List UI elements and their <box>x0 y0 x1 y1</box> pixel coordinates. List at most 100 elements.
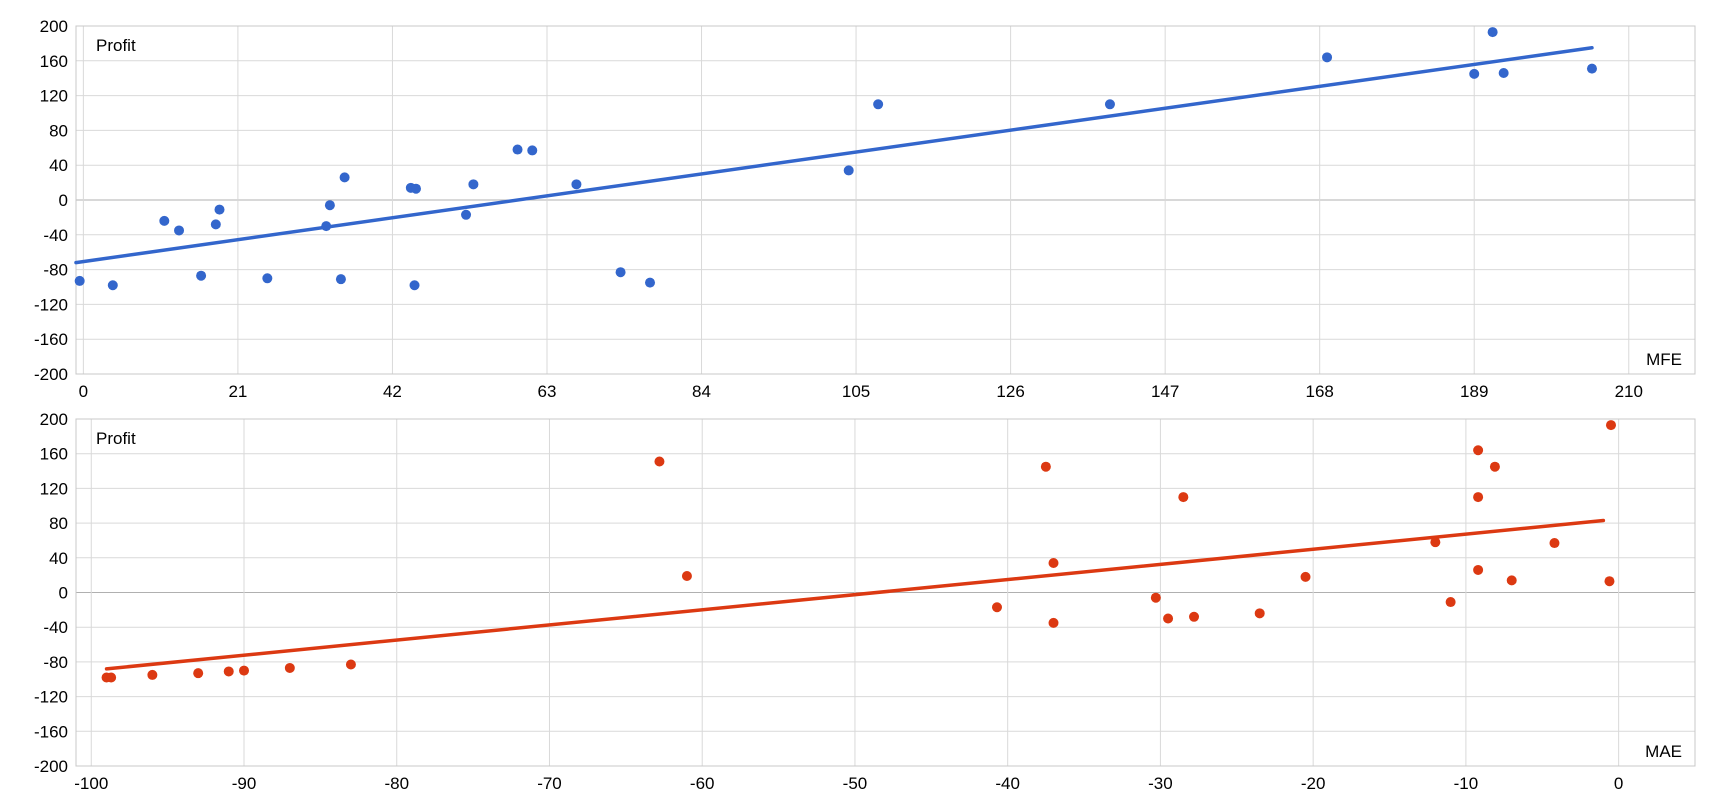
chart2-data-point <box>284 662 295 673</box>
chart2-y-tick-label: 80 <box>49 514 68 533</box>
chart1-x-tick-label: 147 <box>1151 382 1179 401</box>
chart2-data-point <box>1430 537 1441 548</box>
chart1-data-point <box>210 219 221 230</box>
chart2-data-point <box>681 571 692 582</box>
chart1-y-tick-label: 200 <box>40 17 68 36</box>
chart2-data-point <box>1048 617 1059 628</box>
chart1-data-point <box>571 179 582 190</box>
chart1-y-tick-label: 80 <box>49 121 68 140</box>
chart2-data-point <box>1605 420 1616 431</box>
chart1-x-tick-label: 168 <box>1305 382 1333 401</box>
chart2-data-point <box>147 669 158 680</box>
chart2-x-axis-title: MAE <box>1645 742 1682 761</box>
chart2-y-tick-label: 200 <box>40 410 68 429</box>
chart2-y-tick-label: -200 <box>34 757 68 776</box>
chart1-data-point <box>159 215 170 226</box>
chart2-data-point <box>654 456 665 467</box>
chart1-x-tick-label: 0 <box>79 382 88 401</box>
chart1-trendline <box>74 46 1594 265</box>
chart1-x-tick-label: 126 <box>996 382 1024 401</box>
chart1-data-point <box>174 225 185 236</box>
chart1-y-tick-label: 160 <box>40 52 68 71</box>
chart2-data-point <box>1048 558 1059 569</box>
chart2-y-tick-label: -40 <box>43 618 68 637</box>
chart2-x-tick-label: -20 <box>1301 774 1326 793</box>
chart1-data-point <box>527 145 538 156</box>
chart1-x-tick-label: 105 <box>842 382 870 401</box>
chart2-x-tick-label: -70 <box>537 774 562 793</box>
chart1-data-point <box>324 200 335 211</box>
chart2-data-point <box>1473 492 1484 503</box>
chart2-data-point <box>1604 576 1615 587</box>
chart1-y-tick-label: -80 <box>43 261 68 280</box>
chart1-data-point <box>1104 99 1115 110</box>
chart2-data-point <box>1300 571 1311 582</box>
chart1-y-tick-label: 40 <box>49 156 68 175</box>
chart2-data-point <box>239 665 250 676</box>
chart1-data-point <box>615 267 626 278</box>
chart1-x-tick-label: 189 <box>1460 382 1488 401</box>
chart2-x-tick-label: -60 <box>690 774 715 793</box>
chart1-data-point <box>461 209 472 220</box>
chart2-data-point <box>1163 613 1174 624</box>
chart2-y-tick-label: 40 <box>49 549 68 568</box>
chart2-y-tick-label: 0 <box>59 584 68 603</box>
chart2-y-axis-title: Profit <box>96 429 136 448</box>
chart1-x-tick-label: 42 <box>383 382 402 401</box>
chart1-data-point <box>1322 52 1333 63</box>
chart1-data-point <box>512 144 523 155</box>
chart2-data-point <box>1549 538 1560 549</box>
chart2-y-tick-label: 160 <box>40 445 68 464</box>
chart2-y-tick-label: 120 <box>40 479 68 498</box>
chart1-data-point <box>262 273 273 284</box>
chart1-data-point <box>1487 27 1498 38</box>
chart2-plot-border <box>75 418 1696 767</box>
chart2-y-tick-label: -160 <box>34 722 68 741</box>
chart1-data-point <box>843 165 854 176</box>
chart2-x-tick-label: -90 <box>232 774 257 793</box>
chart1-data-point <box>335 274 346 285</box>
chart1-y-tick-label: 0 <box>59 191 68 210</box>
chart1-data-point <box>74 275 85 286</box>
chart2-x-tick-label: -30 <box>1148 774 1173 793</box>
chart2-trendline <box>104 518 1606 671</box>
chart1-y-axis-title: Profit <box>96 36 136 55</box>
chart2-data-point <box>1489 461 1500 472</box>
chart2-y-tick-label: -80 <box>43 653 68 672</box>
chart2-data-point <box>223 666 234 677</box>
chart2-data-point <box>1254 608 1265 619</box>
chart1-y-tick-label: -160 <box>34 330 68 349</box>
chart2-data-point <box>1040 461 1051 472</box>
chart2-data-point <box>1473 445 1484 456</box>
chart1-x-tick-label: 63 <box>538 382 557 401</box>
chart1-data-point <box>410 183 421 194</box>
chart1-data-point <box>873 99 884 110</box>
chart1-data-point <box>1469 68 1480 79</box>
chart1-data-point <box>339 172 350 183</box>
chart1-data-point <box>321 221 332 232</box>
chart2-data-point <box>1150 592 1161 603</box>
chart1-data-point <box>107 280 118 291</box>
chart1-y-tick-label: 120 <box>40 87 68 106</box>
chart2-x-tick-label: -80 <box>384 774 409 793</box>
chart1-data-point <box>1498 67 1509 78</box>
chart1-data-point <box>1586 63 1597 74</box>
chart1-panel: 200 160 120 80 40 0 -40 -80 -120 -160 -200 0 21 42 63 8… <box>34 17 1696 401</box>
chart2-x-tick-label: -50 <box>843 774 868 793</box>
chart1-data-point <box>645 277 656 288</box>
chart2-data-point <box>193 668 204 679</box>
chart2-y-tick-label: -120 <box>34 688 68 707</box>
chart1-x-tick-label: 84 <box>692 382 711 401</box>
chart1-y-tick-label: -120 <box>34 295 68 314</box>
chart2-x-tick-label: -40 <box>995 774 1020 793</box>
chart2-data-point <box>345 659 356 670</box>
chart2-x-tick-label: 0 <box>1614 774 1623 793</box>
chart2-x-tick-label: -100 <box>74 774 108 793</box>
chart2-data-point <box>1473 564 1484 575</box>
chart1-x-tick-label: 210 <box>1615 382 1643 401</box>
chart2-data-point <box>1189 611 1200 622</box>
chart1-y-tick-label: -40 <box>43 226 68 245</box>
chart2-data-point <box>991 602 1002 613</box>
